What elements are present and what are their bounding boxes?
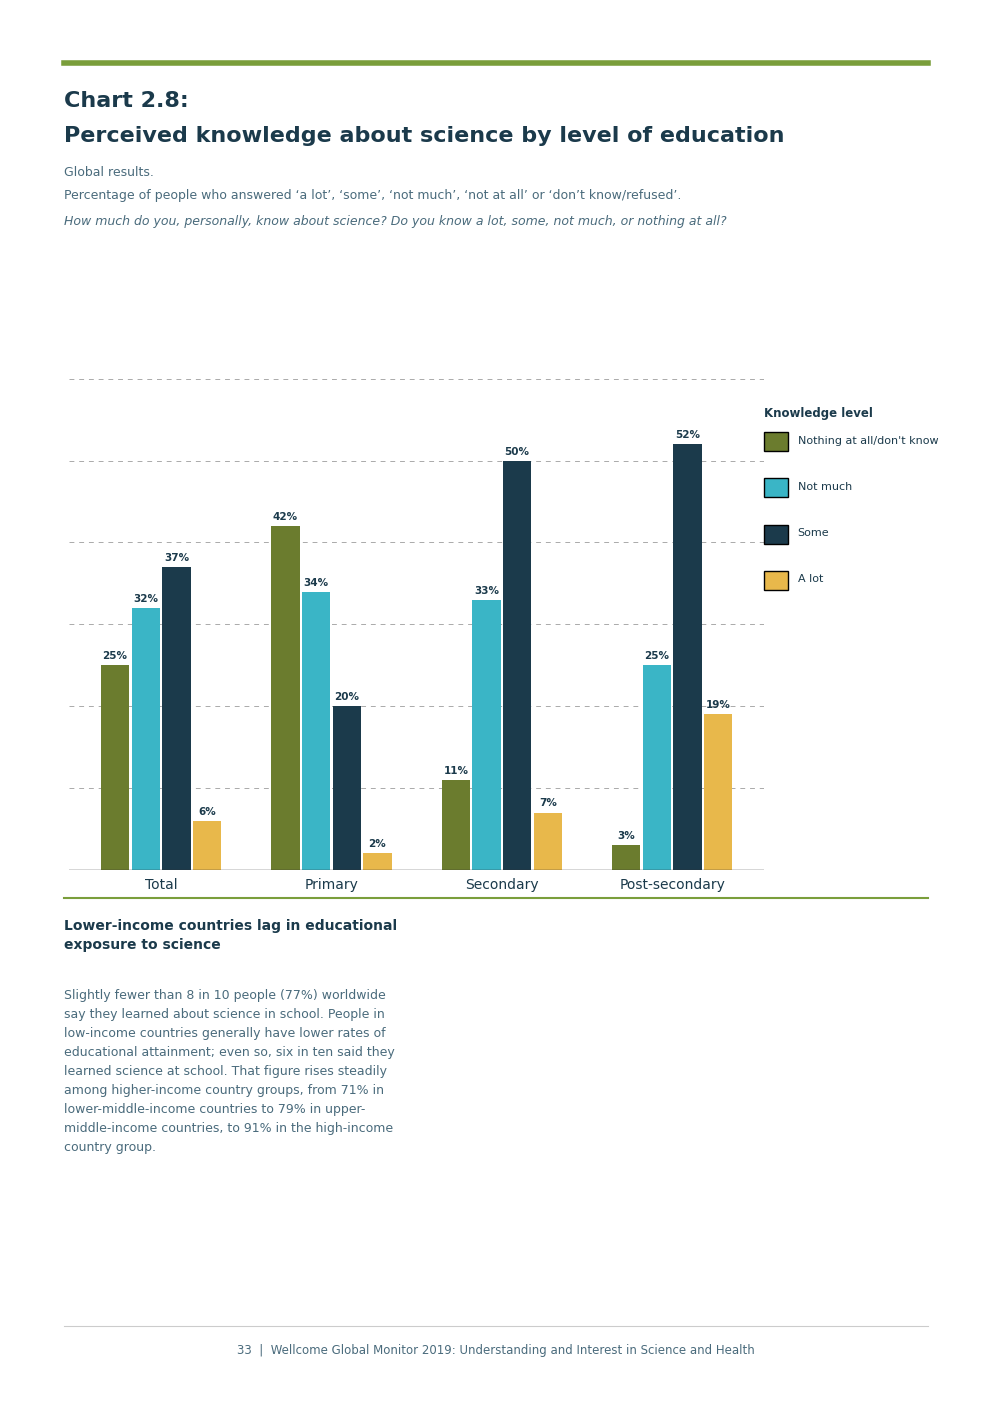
Text: 3%: 3% — [617, 831, 635, 842]
Text: Nothing at all/don't know: Nothing at all/don't know — [798, 435, 938, 446]
Bar — [643, 665, 671, 870]
Text: 19%: 19% — [705, 700, 731, 710]
Text: How much do you, personally, know about science? Do you know a lot, some, not mu: How much do you, personally, know about … — [64, 215, 727, 227]
Text: 37%: 37% — [164, 553, 189, 563]
Bar — [503, 460, 532, 870]
Bar — [272, 526, 300, 870]
Bar — [302, 592, 330, 870]
Text: Chart 2.8:: Chart 2.8: — [64, 91, 189, 111]
Bar — [674, 445, 701, 870]
Bar — [534, 812, 561, 870]
Text: Global results.: Global results. — [64, 166, 155, 178]
Text: Lower-income countries lag in educational
exposure to science: Lower-income countries lag in educationa… — [64, 919, 398, 953]
Text: 34%: 34% — [304, 578, 328, 588]
Text: 50%: 50% — [505, 446, 530, 456]
Text: 7%: 7% — [539, 798, 557, 808]
Bar — [704, 714, 732, 870]
Bar — [163, 567, 190, 870]
Text: A lot: A lot — [798, 574, 823, 585]
Text: Perceived knowledge about science by level of education: Perceived knowledge about science by lev… — [64, 126, 785, 146]
Text: 33%: 33% — [474, 585, 499, 596]
FancyBboxPatch shape — [764, 432, 788, 450]
Bar — [441, 780, 470, 870]
Bar — [193, 821, 221, 870]
Text: Slightly fewer than 8 in 10 people (77%) worldwide
say they learned about scienc: Slightly fewer than 8 in 10 people (77%)… — [64, 989, 395, 1155]
FancyBboxPatch shape — [764, 478, 788, 497]
Text: 6%: 6% — [198, 807, 216, 817]
Text: Percentage of people who answered ‘a lot’, ‘some’, ‘not much’, ‘not at all’ or ‘: Percentage of people who answered ‘a lot… — [64, 189, 682, 202]
Bar — [612, 845, 640, 870]
Bar — [101, 665, 129, 870]
Text: 25%: 25% — [645, 651, 670, 661]
Text: 32%: 32% — [133, 593, 159, 603]
Bar — [132, 607, 160, 870]
Text: 52%: 52% — [675, 431, 700, 441]
Text: 2%: 2% — [369, 839, 386, 849]
Bar — [472, 600, 501, 870]
Text: Knowledge level: Knowledge level — [764, 407, 873, 419]
Text: 42%: 42% — [273, 512, 298, 522]
Text: Not much: Not much — [798, 481, 852, 492]
Text: 25%: 25% — [102, 651, 128, 661]
FancyBboxPatch shape — [764, 571, 788, 589]
Text: 11%: 11% — [443, 766, 468, 776]
Bar — [332, 706, 361, 870]
FancyBboxPatch shape — [764, 525, 788, 543]
Bar — [363, 853, 392, 870]
Text: 20%: 20% — [334, 692, 359, 702]
Text: Some: Some — [798, 528, 829, 539]
Text: 33  |  Wellcome Global Monitor 2019: Understanding and Interest in Science and H: 33 | Wellcome Global Monitor 2019: Under… — [237, 1344, 755, 1357]
